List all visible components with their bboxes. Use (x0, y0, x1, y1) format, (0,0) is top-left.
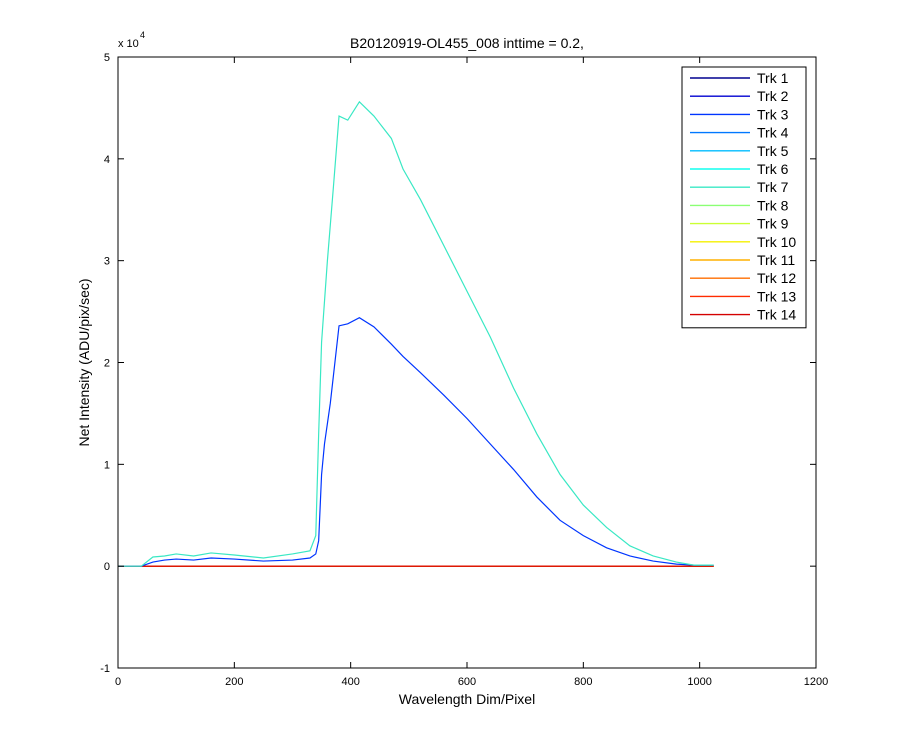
series-layer (118, 100, 714, 567)
x-tick-label: 0 (115, 676, 121, 688)
legend-entry-label: Trk 7 (757, 179, 789, 195)
x-tick-label: 800 (574, 676, 592, 688)
x-tick-label: 1200 (804, 676, 828, 688)
y-tick-label: -1 (100, 663, 110, 675)
y-exponent-label: x 10 (118, 38, 139, 50)
y-tick-label: 4 (104, 154, 110, 166)
y-tick-label: 1 (104, 459, 110, 471)
y-tick-label: 0 (104, 561, 110, 573)
x-tick-label: 600 (458, 676, 476, 688)
legend-entry-label: Trk 9 (757, 216, 789, 232)
legend-entry-label: Trk 3 (757, 106, 789, 122)
legend-entry-label: Trk 2 (757, 88, 789, 104)
y-exponent-power: 4 (140, 30, 145, 40)
legend-entry-label: Trk 1 (757, 70, 789, 86)
legend-entry-label: Trk 5 (757, 143, 789, 159)
legend-entry-label: Trk 10 (757, 234, 796, 250)
legend-entry-label: Trk 12 (757, 270, 796, 286)
y-tick-label: 2 (104, 358, 110, 370)
x-axis-label: Wavelength Dim/Pixel (399, 691, 535, 707)
legend-entry-label: Trk 14 (757, 307, 796, 323)
chart-title: B20120919-OL455_008 inttime = 0.2, (350, 35, 584, 51)
x-tick-label: 400 (341, 676, 359, 688)
legend-box (681, 66, 807, 329)
x-tick-label: 1000 (687, 676, 711, 688)
legend-entry-label: Trk 8 (757, 197, 789, 213)
x-tick-label: 200 (225, 676, 243, 688)
y-tick-label: 3 (104, 256, 110, 268)
y-axis-label: Net Intensity (ADU/pix/sec) (76, 278, 92, 446)
legend-entry-label: Trk 11 (757, 252, 795, 268)
series-line-trk-3 (118, 316, 714, 567)
legend-entry-label: Trk 4 (757, 125, 789, 141)
legend-entry-label: Trk 6 (757, 161, 789, 177)
legend: Trk 1 Trk 2 Trk 3 Trk 4 Trk 5 Trk 6 Trk 7 Trk 8… (681, 66, 807, 329)
ticks-layer: 0 200 400 600 800 1000 1200 -1 0 1 2 3 4 5 (100, 52, 828, 688)
legend-entry-label: Trk 13 (757, 288, 796, 304)
y-tick-label: 5 (104, 52, 110, 64)
series-line-trk-7 (118, 100, 714, 567)
